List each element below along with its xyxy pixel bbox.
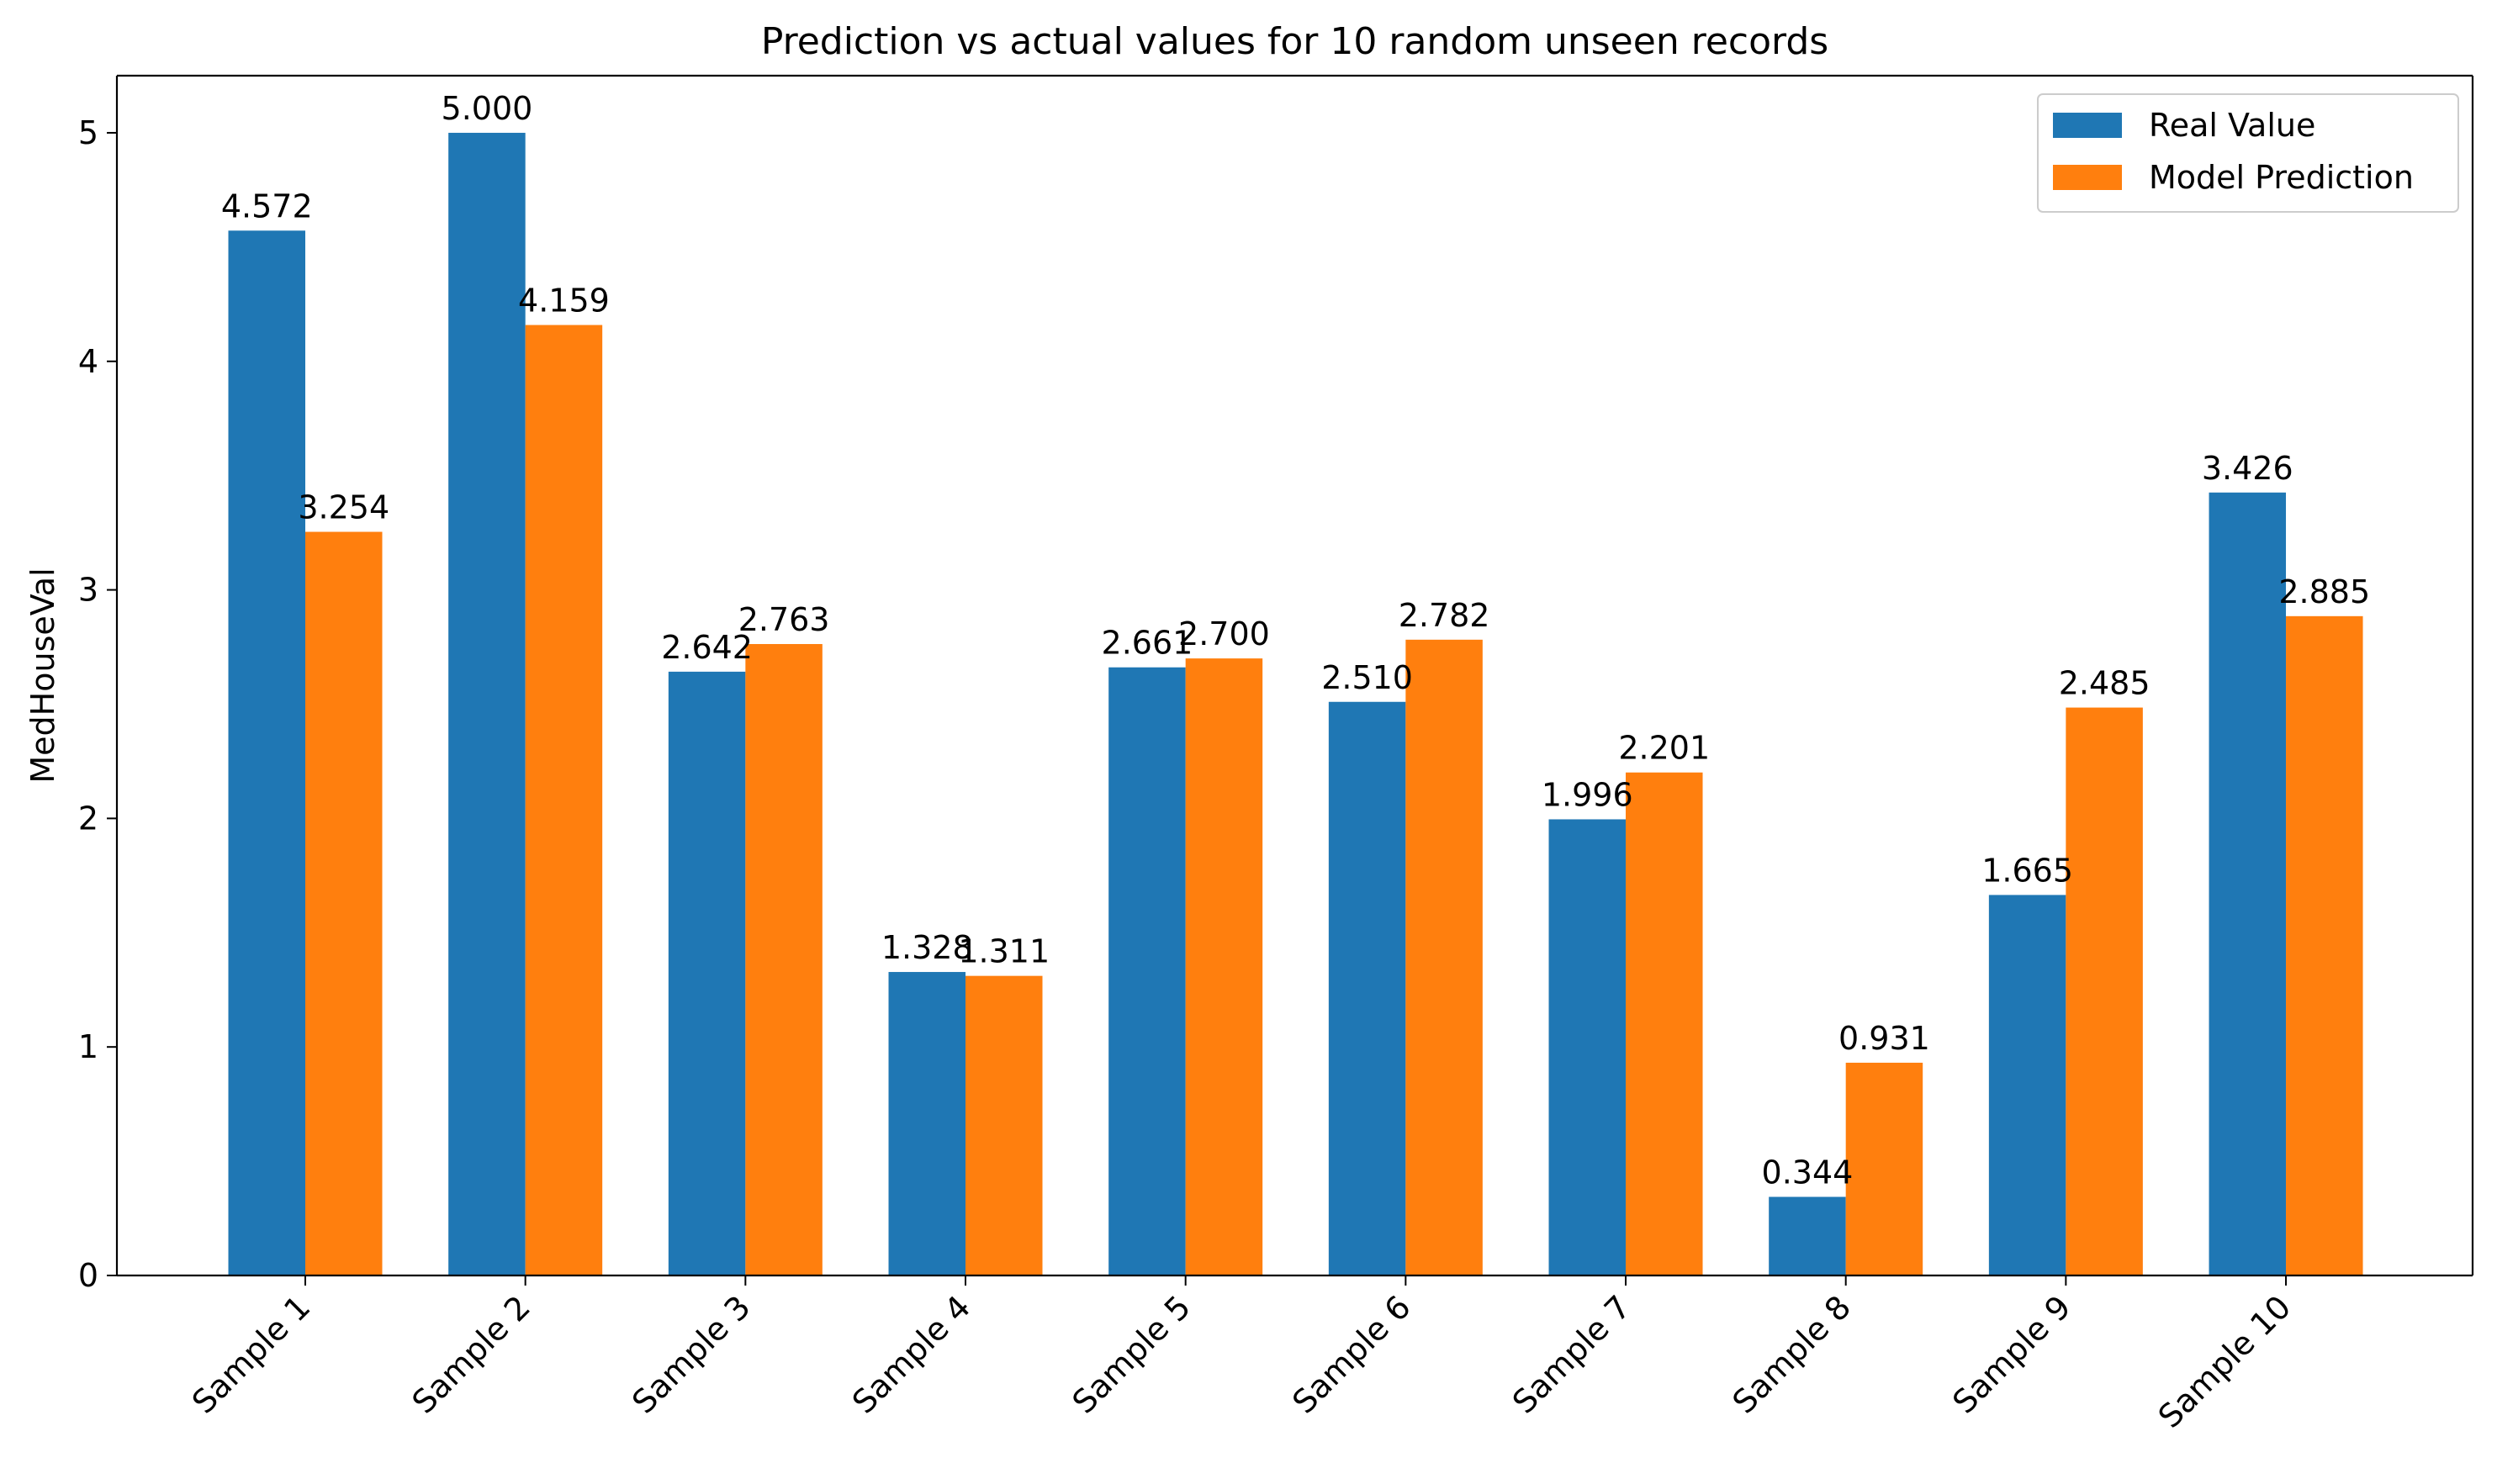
- y-tick-label: 0: [78, 1257, 98, 1294]
- y-tick-label: 2: [78, 800, 98, 837]
- legend-label-model-prediction: Model Prediction: [2149, 159, 2414, 196]
- data-label-real-value-5: 2.661: [1102, 625, 1193, 662]
- bar-model-prediction-1: [305, 531, 383, 1275]
- bar-model-prediction-5: [1185, 658, 1263, 1275]
- bar-real-value-5: [1108, 667, 1186, 1275]
- bar-real-value-9: [1988, 895, 2066, 1275]
- data-label-real-value-4: 1.328: [881, 929, 973, 966]
- y-tick-label: 4: [78, 343, 98, 380]
- axes-frame: [115, 74, 2474, 1277]
- data-label-model-prediction-2: 4.159: [518, 283, 610, 320]
- data-label-model-prediction-3: 2.763: [738, 601, 830, 638]
- bar-model-prediction-7: [1626, 772, 1703, 1275]
- data-label-model-prediction-5: 2.700: [1178, 615, 1270, 652]
- bar-real-value-3: [668, 671, 746, 1275]
- data-label-real-value-8: 0.344: [1762, 1154, 1854, 1191]
- y-axis: 0 1 2 3 4 5: [78, 114, 117, 1294]
- legend: Real Value Model Prediction: [2037, 93, 2459, 213]
- data-labels-group: 4.572 5.000 2.642 1.328 2.661 2.510 1.996 0.344…: [221, 90, 2370, 1191]
- legend-box: [2037, 93, 2459, 213]
- bar-real-value-1: [228, 230, 305, 1275]
- data-label-real-value-2: 5.000: [442, 90, 533, 127]
- bars-group: [228, 132, 2363, 1275]
- bar-real-value-10: [2209, 492, 2287, 1275]
- legend-swatch-real-value: [2053, 113, 2122, 138]
- data-label-real-value-7: 1.996: [1542, 776, 1633, 813]
- data-label-model-prediction-8: 0.931: [1838, 1020, 1930, 1057]
- bar-model-prediction-4: [965, 975, 1043, 1275]
- y-tick-label: 5: [78, 114, 98, 151]
- bar-real-value-7: [1548, 819, 1627, 1275]
- legend-swatch-model-prediction: [2053, 165, 2122, 190]
- y-tick-label: 1: [78, 1028, 98, 1065]
- bar-model-prediction-10: [2286, 615, 2363, 1275]
- data-label-real-value-9: 1.665: [1981, 852, 2073, 889]
- bar-model-prediction-2: [525, 325, 603, 1275]
- bar-real-value-4: [888, 972, 966, 1275]
- data-label-model-prediction-6: 2.782: [1399, 597, 1490, 634]
- chart-title: Prediction vs actual values for 10 rando…: [761, 20, 1828, 63]
- bar-model-prediction-3: [745, 643, 823, 1275]
- data-label-model-prediction-9: 2.485: [2059, 665, 2150, 702]
- bar-model-prediction-9: [2066, 707, 2143, 1275]
- data-label-real-value-10: 3.426: [2202, 450, 2293, 487]
- y-axis-label: MedHouseVal: [24, 568, 61, 783]
- data-label-model-prediction-7: 2.201: [1618, 730, 1710, 767]
- bar-model-prediction-6: [1405, 639, 1483, 1275]
- y-tick-label: 3: [78, 572, 98, 609]
- bar-model-prediction-8: [1845, 1062, 1923, 1275]
- data-label-real-value-6: 2.510: [1321, 659, 1413, 696]
- bar-real-value-6: [1328, 701, 1406, 1275]
- data-label-real-value-3: 2.642: [661, 629, 753, 666]
- bar-real-value-8: [1769, 1196, 1846, 1275]
- data-label-model-prediction-1: 3.254: [298, 489, 389, 526]
- legend-label-real-value: Real Value: [2149, 107, 2315, 144]
- data-label-model-prediction-4: 1.311: [958, 933, 1050, 970]
- data-label-model-prediction-10: 2.885: [2278, 573, 2370, 610]
- bar-real-value-2: [448, 132, 526, 1275]
- data-label-real-value-1: 4.572: [221, 187, 313, 224]
